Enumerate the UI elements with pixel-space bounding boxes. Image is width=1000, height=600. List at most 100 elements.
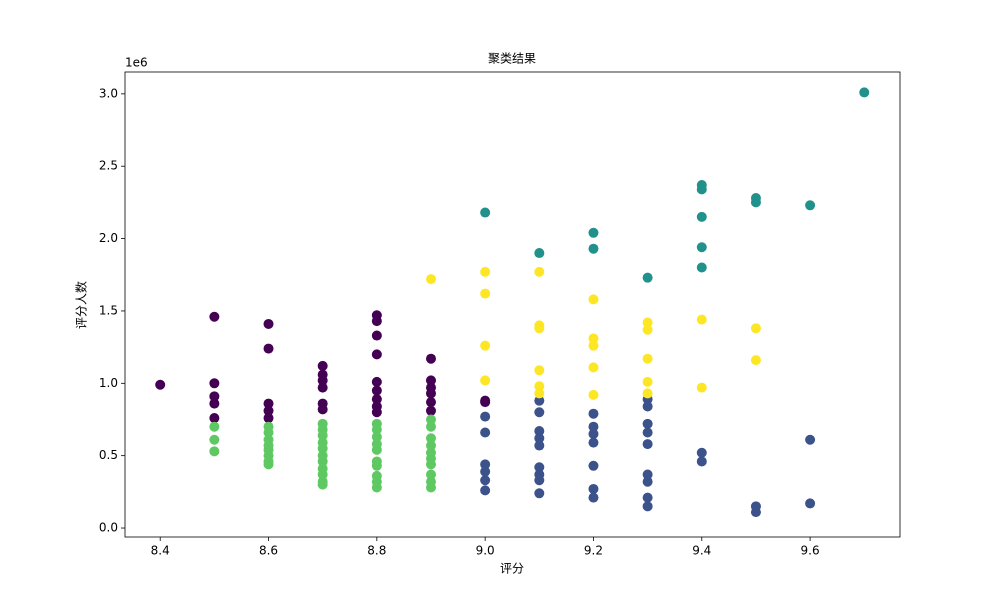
point — [534, 266, 545, 277]
point — [263, 459, 274, 470]
point — [371, 394, 382, 405]
point — [209, 398, 220, 409]
point — [750, 323, 761, 334]
y-tick-label: 1.5 — [99, 303, 118, 317]
point — [588, 428, 599, 439]
point — [588, 460, 599, 471]
point — [480, 207, 491, 218]
point — [425, 414, 436, 425]
point — [480, 411, 491, 422]
point — [534, 440, 545, 451]
point — [534, 395, 545, 406]
x-tick-label: 9.2 — [584, 544, 603, 558]
point — [534, 475, 545, 486]
point — [805, 434, 816, 445]
point — [480, 427, 491, 438]
point — [209, 311, 220, 322]
point — [371, 407, 382, 418]
point — [317, 404, 328, 415]
point — [696, 314, 707, 325]
point — [371, 460, 382, 471]
point — [534, 365, 545, 376]
point — [750, 507, 761, 518]
point — [317, 375, 328, 386]
point — [425, 375, 436, 386]
point — [588, 492, 599, 503]
y-offset-label: 1e6 — [125, 56, 148, 70]
point — [425, 353, 436, 364]
plot-frame — [124, 71, 901, 538]
point — [642, 353, 653, 364]
point — [750, 355, 761, 366]
point — [588, 227, 599, 238]
point — [534, 488, 545, 499]
point — [642, 388, 653, 399]
x-tick-label: 8.4 — [151, 544, 170, 558]
point — [642, 324, 653, 335]
point — [317, 382, 328, 393]
point — [209, 378, 220, 389]
point — [371, 376, 382, 387]
point — [642, 418, 653, 429]
point — [209, 413, 220, 424]
point — [263, 318, 274, 329]
point — [859, 87, 870, 98]
point — [480, 459, 491, 470]
point — [317, 430, 328, 441]
point — [696, 242, 707, 253]
point — [588, 408, 599, 419]
point — [588, 437, 599, 448]
y-tick-label: 0.5 — [99, 448, 118, 462]
point — [317, 456, 328, 467]
point — [642, 317, 653, 328]
chart-title: 聚类结果 — [488, 52, 536, 66]
point — [588, 362, 599, 373]
point — [642, 476, 653, 487]
point — [642, 492, 653, 503]
point — [425, 469, 436, 480]
point — [696, 382, 707, 393]
point — [371, 330, 382, 341]
point — [425, 482, 436, 493]
point — [642, 501, 653, 512]
point — [371, 444, 382, 455]
point — [480, 397, 491, 408]
point — [642, 427, 653, 438]
point — [588, 333, 599, 344]
point — [263, 398, 274, 409]
point — [696, 184, 707, 195]
point — [480, 375, 491, 386]
point — [696, 456, 707, 467]
point — [534, 323, 545, 334]
point — [480, 340, 491, 351]
point — [642, 376, 653, 387]
point — [480, 485, 491, 496]
point — [317, 469, 328, 480]
point — [480, 288, 491, 299]
point — [534, 381, 545, 392]
point — [480, 466, 491, 477]
point — [263, 413, 274, 424]
point — [263, 427, 274, 438]
point — [480, 266, 491, 277]
point — [263, 343, 274, 354]
point — [642, 439, 653, 450]
point — [155, 379, 166, 390]
point — [480, 475, 491, 486]
y-tick-label: 2.5 — [99, 159, 118, 173]
point — [642, 401, 653, 412]
x-tick-label: 8.6 — [259, 544, 278, 558]
point — [425, 459, 436, 470]
point — [425, 274, 436, 285]
point — [425, 397, 436, 408]
point — [642, 272, 653, 283]
point — [371, 316, 382, 327]
point — [209, 421, 220, 432]
point — [534, 407, 545, 418]
y-tick-label: 2.0 — [99, 231, 118, 245]
y-tick-label: 3.0 — [99, 86, 118, 100]
point — [534, 462, 545, 473]
